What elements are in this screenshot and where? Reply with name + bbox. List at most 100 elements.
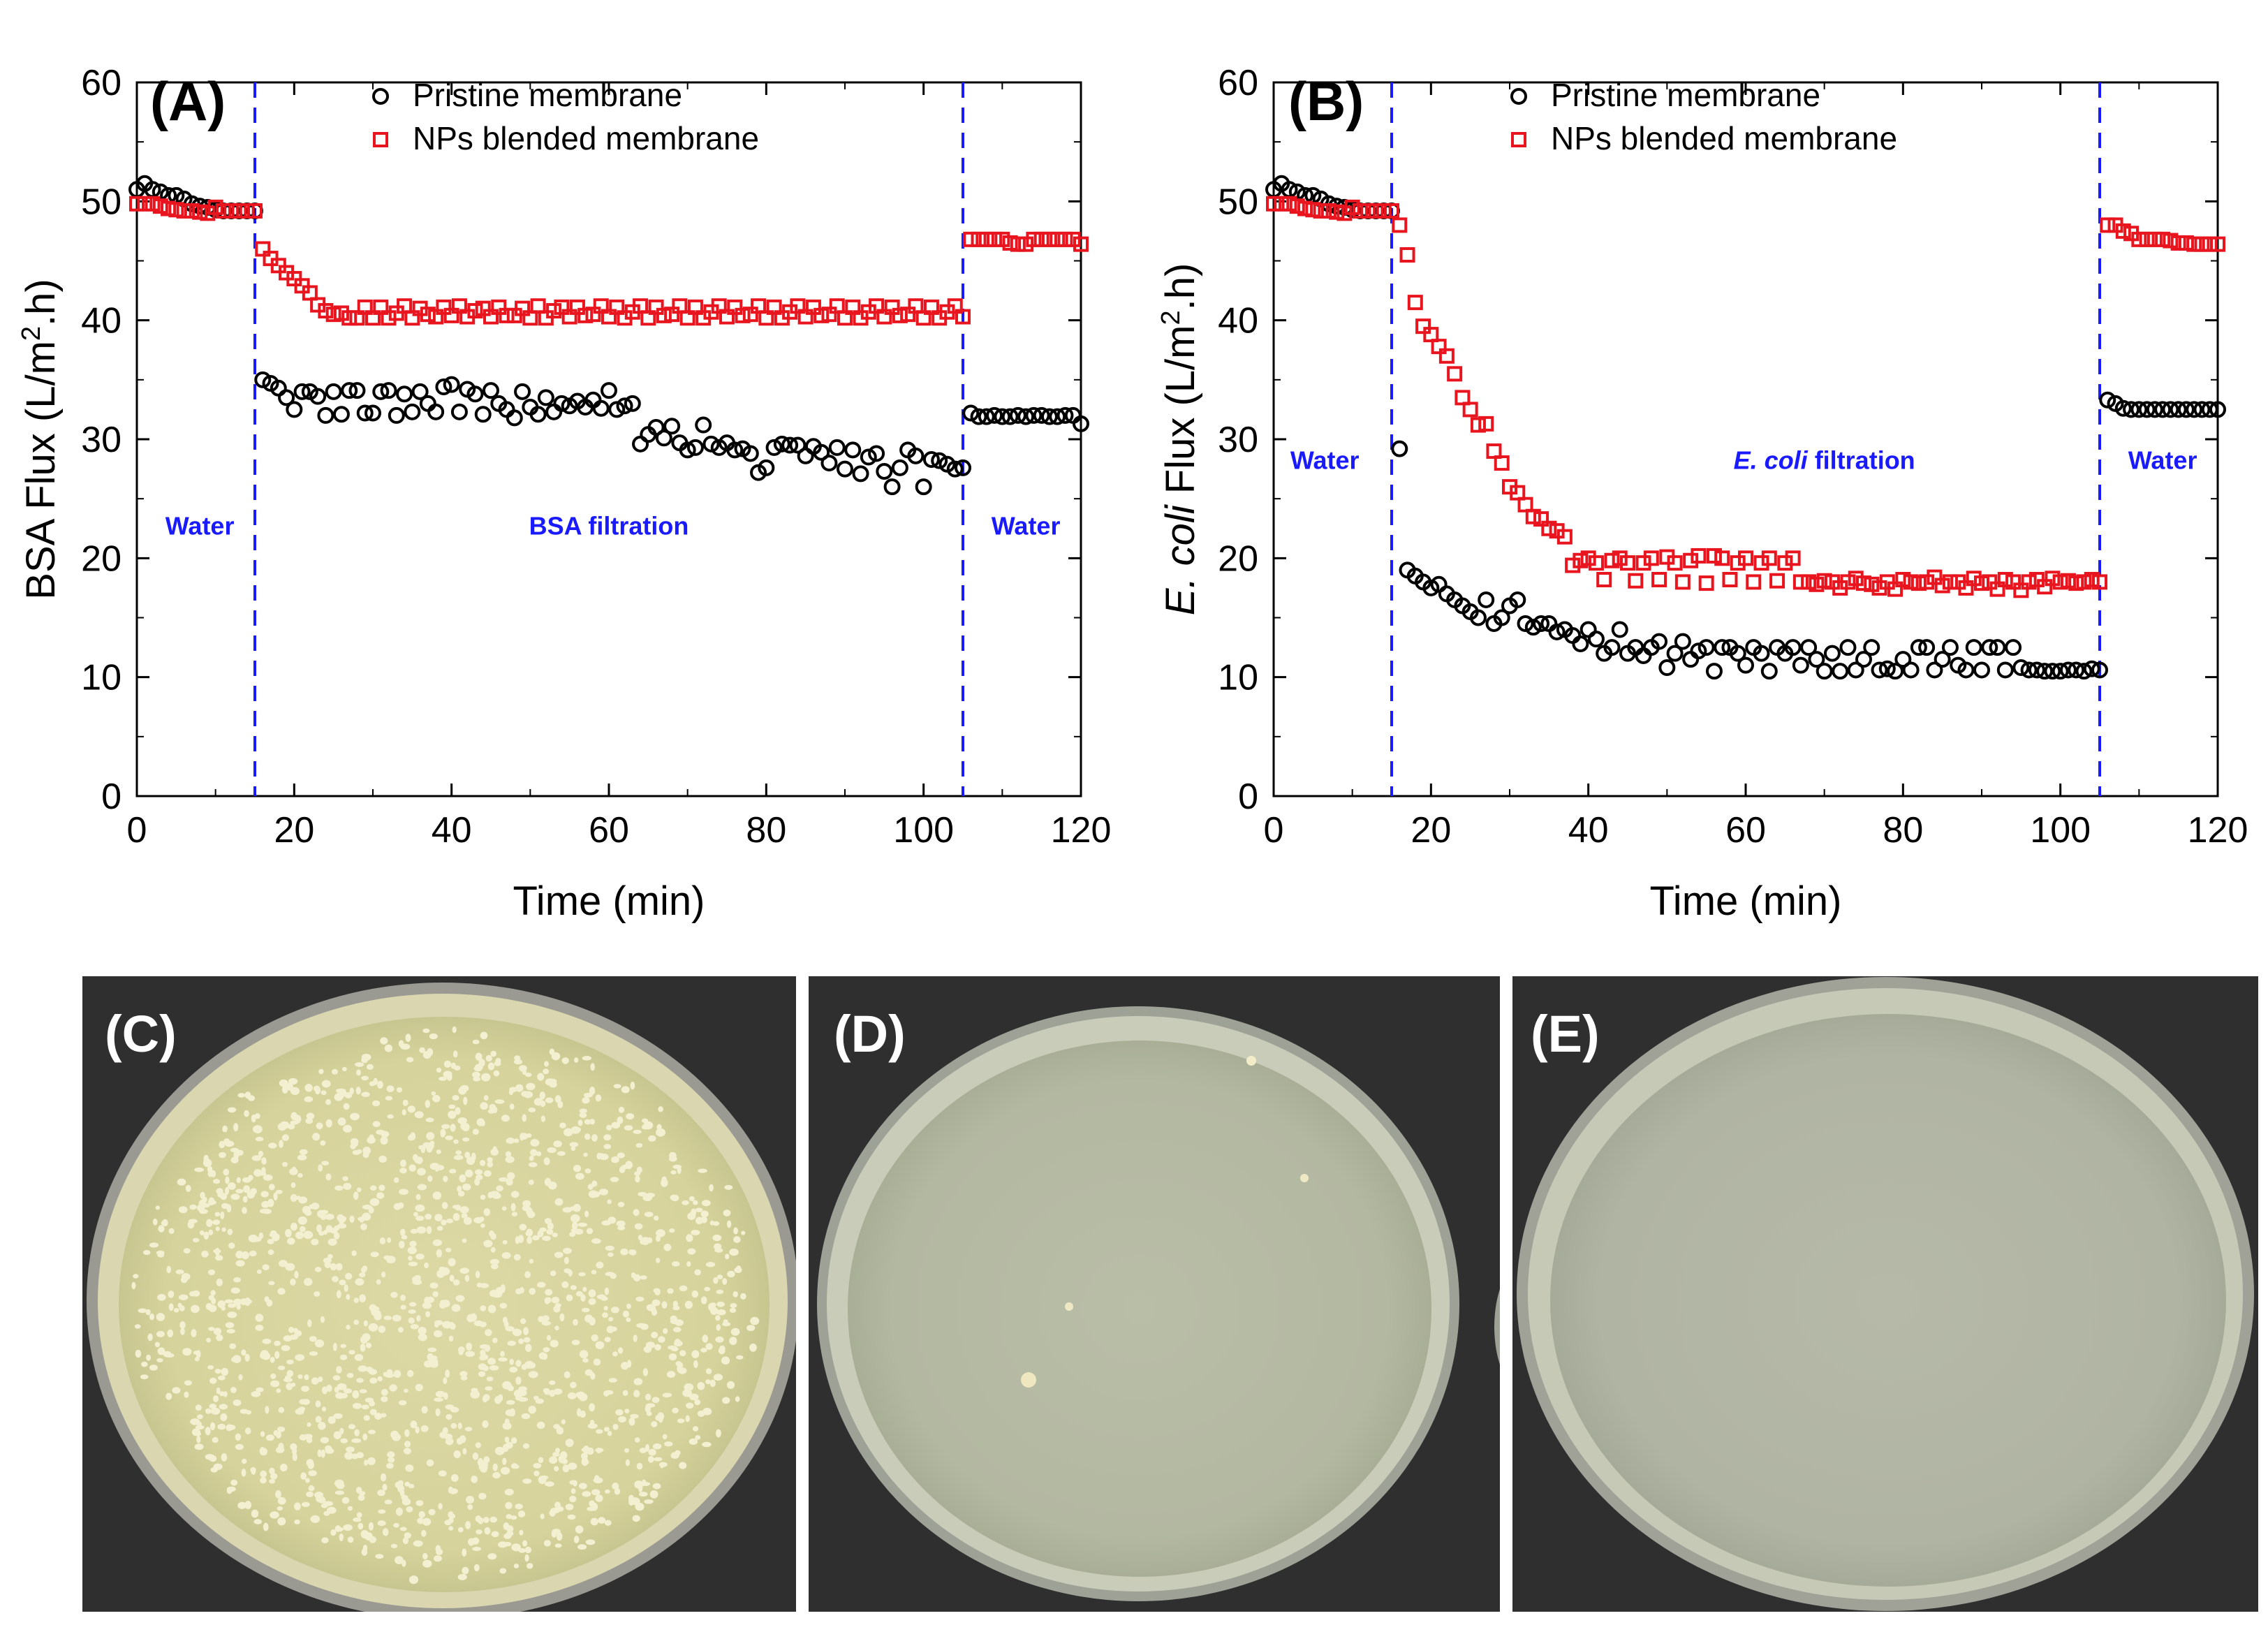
colony-c <box>546 1334 552 1341</box>
photo-d <box>809 976 1500 1612</box>
colony-c <box>607 1199 612 1205</box>
colony-c <box>547 1222 554 1230</box>
colony-c <box>320 1316 325 1323</box>
colony-c <box>730 1303 737 1308</box>
colony-c <box>225 1322 235 1328</box>
colony-c <box>513 1059 523 1065</box>
colony-c <box>480 1467 487 1473</box>
data-point <box>1352 203 1368 219</box>
colony-c <box>733 1236 741 1243</box>
colony-c <box>505 1326 515 1332</box>
colony-c <box>224 1299 233 1304</box>
data-point <box>467 303 483 319</box>
data-point <box>2154 401 2172 418</box>
legend-label: Pristine membrane <box>1551 77 1820 113</box>
colony-c <box>617 1152 625 1159</box>
colony-c <box>375 1554 384 1559</box>
colony-c <box>407 1105 415 1113</box>
colony-c <box>217 1192 225 1198</box>
data-point <box>2075 663 2093 680</box>
colony-c <box>465 1351 475 1358</box>
colony-c <box>473 1076 481 1082</box>
data-point <box>790 298 806 314</box>
colony-c <box>410 1132 416 1140</box>
x-tick-label: 0 <box>127 810 147 851</box>
colony-c <box>638 1235 643 1241</box>
data-point <box>333 305 349 321</box>
colony-c <box>336 1366 342 1374</box>
colony-c <box>226 1488 233 1494</box>
colony-c <box>544 1061 549 1067</box>
colony-c <box>383 1316 392 1321</box>
data-point <box>2162 401 2179 418</box>
colony-c <box>442 1321 452 1329</box>
colony-c <box>716 1289 724 1294</box>
colony-c <box>591 1489 601 1496</box>
colony-c <box>408 1164 416 1172</box>
phase-label: Water <box>165 511 235 540</box>
data-point <box>554 299 570 315</box>
colony-c <box>577 1222 587 1227</box>
colony-c <box>426 1132 435 1140</box>
colony-c <box>472 1547 482 1551</box>
colony-c <box>332 1375 341 1381</box>
colony-c <box>448 1486 453 1494</box>
colony-c <box>244 1353 250 1362</box>
data-point <box>1274 196 1290 212</box>
colony-c <box>452 1205 461 1209</box>
colony-c <box>178 1206 188 1214</box>
data-point <box>561 309 577 325</box>
colony-c <box>700 1216 707 1223</box>
colony-c <box>318 1376 323 1382</box>
data-point <box>161 200 177 216</box>
colony-c <box>402 1498 409 1505</box>
colony-c <box>581 1307 590 1313</box>
colony-c <box>559 1313 565 1322</box>
data-point <box>419 395 436 412</box>
colony-c <box>670 1170 677 1175</box>
colony-c <box>378 1155 387 1163</box>
colony-c <box>448 1335 454 1342</box>
colony-c <box>682 1200 689 1205</box>
colony-c <box>269 1479 276 1484</box>
data-point <box>978 231 994 247</box>
colony-c <box>458 1348 464 1355</box>
colony-c <box>266 1299 273 1307</box>
colony-c <box>165 1353 175 1358</box>
colony-c <box>318 1422 326 1430</box>
colony-c <box>489 1103 496 1111</box>
data-point <box>1033 406 1050 424</box>
colony-c <box>539 1475 549 1480</box>
colony-c <box>493 1070 500 1077</box>
colony-c <box>624 1448 630 1453</box>
data-point <box>931 452 948 469</box>
colony-c <box>679 1462 687 1469</box>
colony-c <box>217 1300 226 1309</box>
data-point <box>891 459 908 476</box>
x-tick-label: 20 <box>274 810 314 851</box>
colony-c <box>616 1220 626 1227</box>
colony-c <box>651 1309 658 1316</box>
data-point <box>1848 571 1864 587</box>
colony-c <box>210 1422 216 1430</box>
data-point <box>1049 408 1066 425</box>
colony-c <box>471 1152 476 1161</box>
colony-c <box>654 1457 663 1462</box>
colony-c <box>558 1455 565 1464</box>
colony-c <box>406 1057 414 1063</box>
colony-c <box>603 1306 608 1311</box>
colony-c <box>297 1374 303 1379</box>
data-point <box>797 447 814 464</box>
colony-c <box>450 1406 459 1413</box>
data-point <box>679 441 696 459</box>
colony-c <box>501 1252 511 1259</box>
colony-c <box>253 1519 263 1524</box>
series-nps-blended <box>1266 196 2225 598</box>
colony-c <box>296 1196 301 1200</box>
colony-c <box>152 1218 158 1226</box>
colony-c <box>283 1335 293 1342</box>
phase-label: Water <box>1290 446 1360 475</box>
data-point <box>215 203 231 219</box>
colony-c <box>401 1235 408 1240</box>
colony-c <box>478 1059 485 1067</box>
